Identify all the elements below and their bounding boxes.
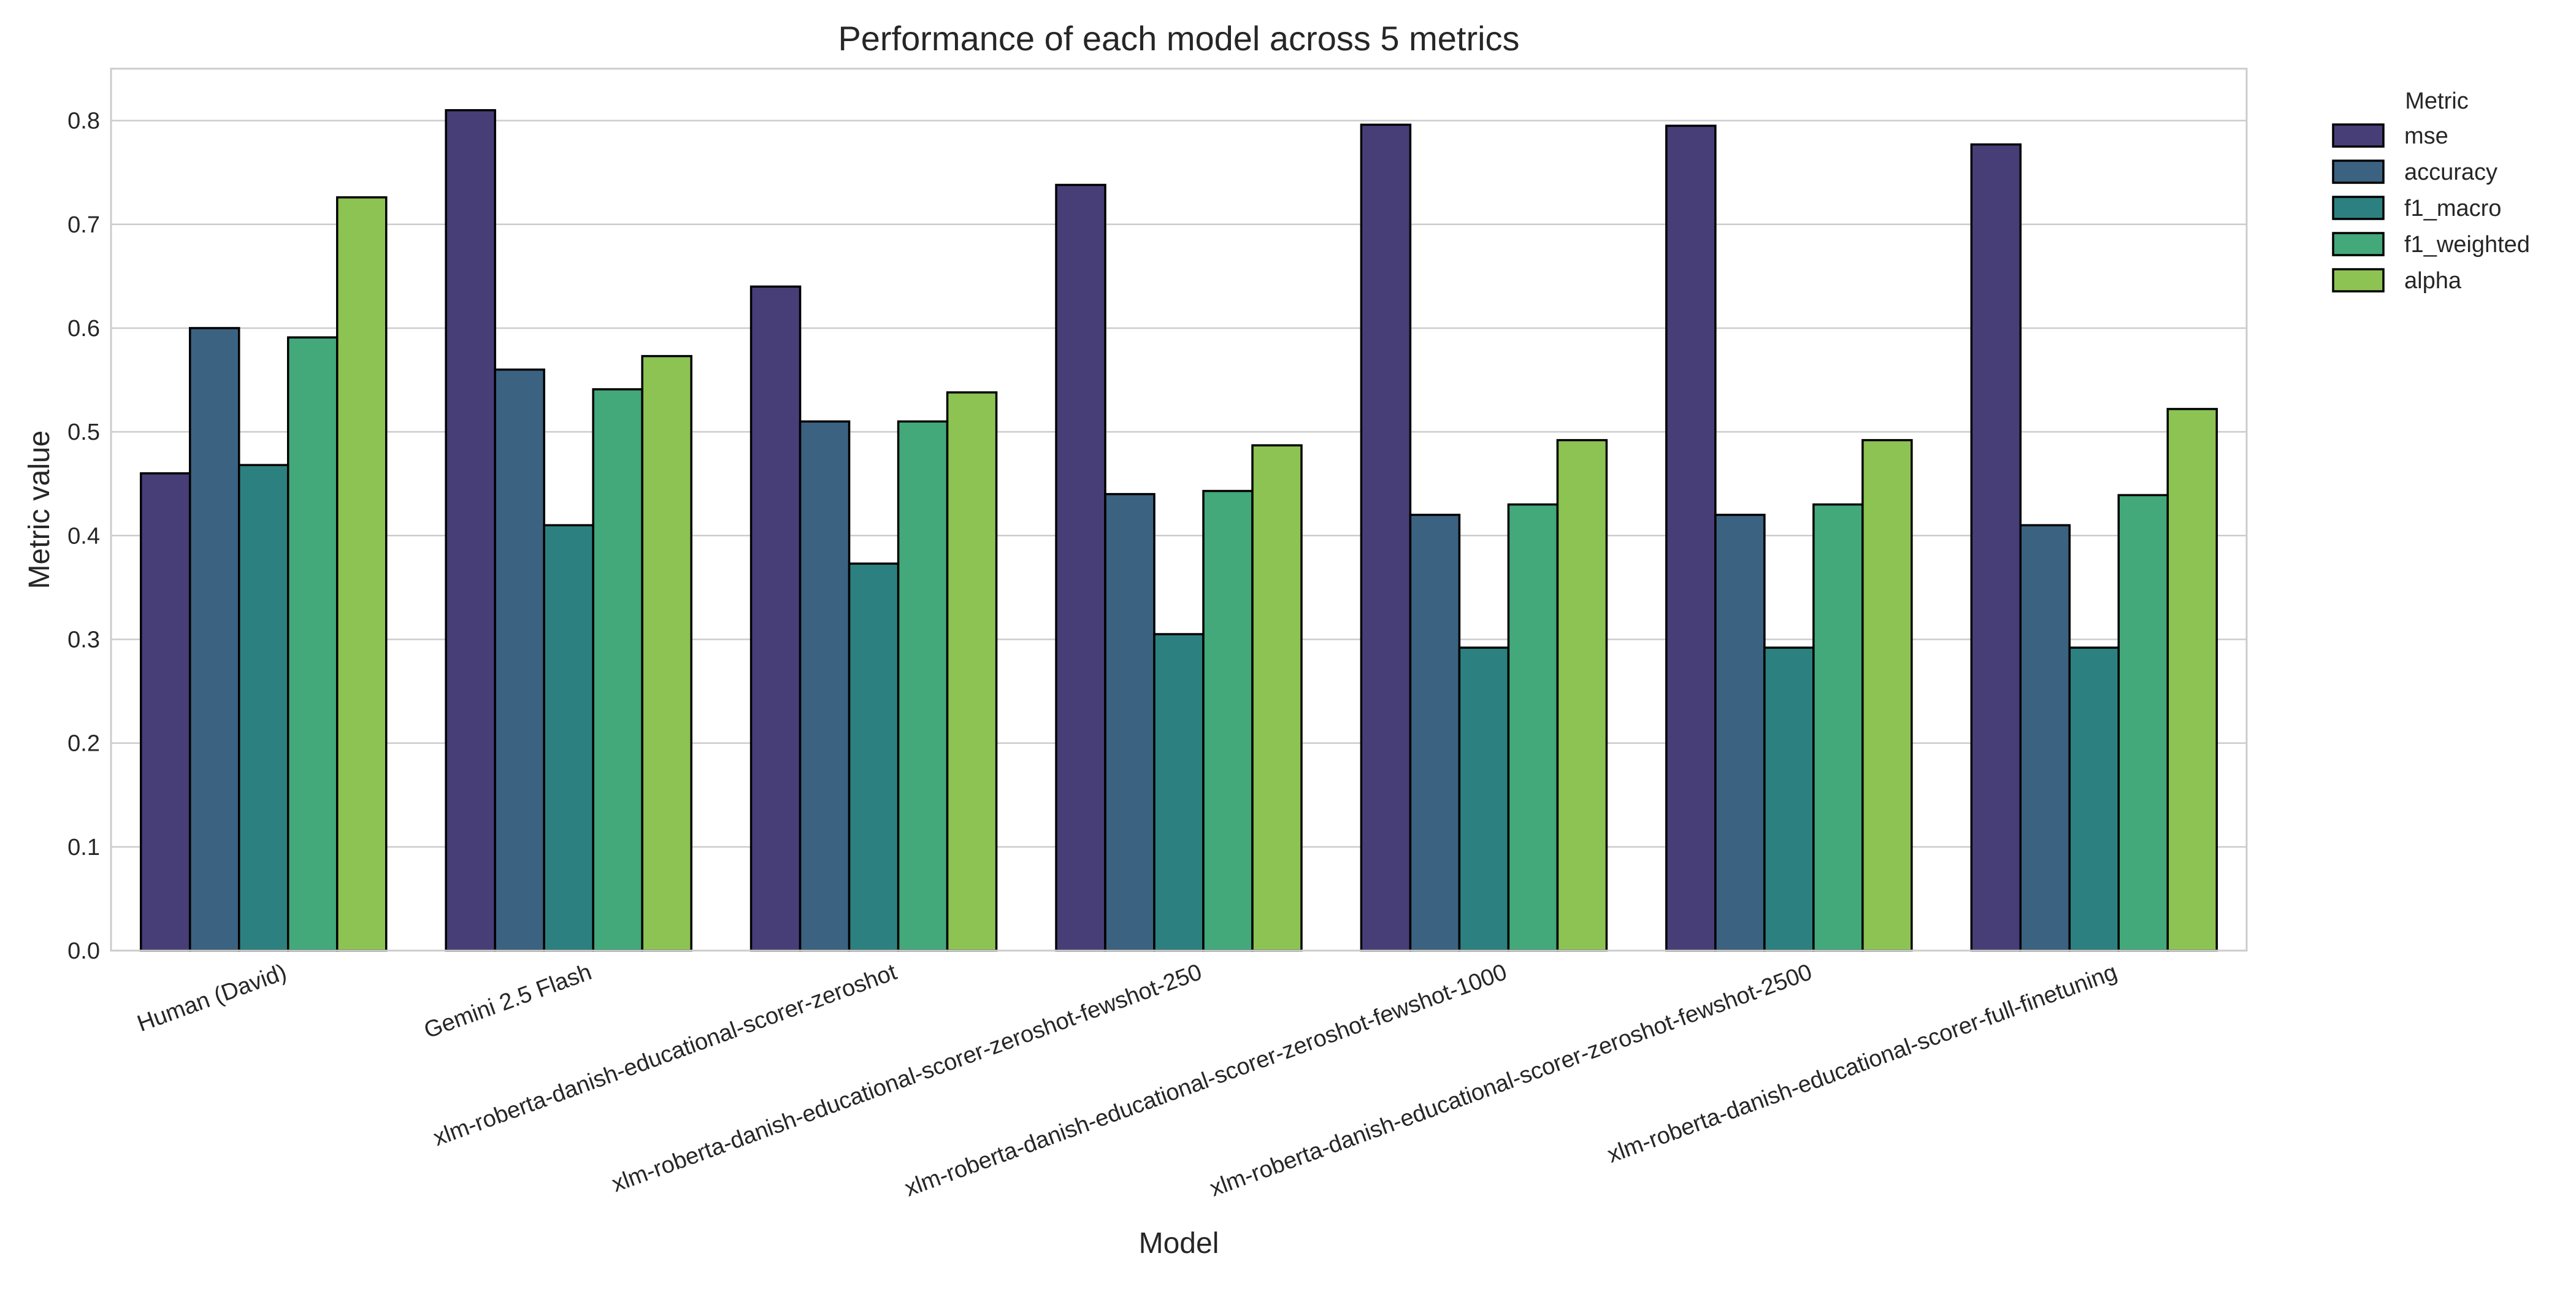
y-tick-label: 0.7 (67, 212, 100, 238)
legend-label-alpha: alpha (2404, 268, 2462, 294)
x-axis-label: Model (1139, 1227, 1219, 1260)
x-tick-labels: Human (David) Gemini 2.5 Flashxlm-roberta… (134, 959, 2120, 1202)
legend-swatch-f1_weighted (2332, 232, 2385, 256)
legend-label-mse: mse (2404, 123, 2448, 149)
bar-mse (139, 472, 191, 952)
y-tick-label: 0.2 (67, 731, 100, 757)
bar-f1_weighted (286, 336, 339, 952)
bars (139, 109, 2218, 952)
y-tick-label: 0.0 (67, 938, 100, 964)
bar-mse (1970, 143, 2022, 952)
bar-f1_weighted (1202, 489, 1254, 952)
bar-alpha (335, 196, 388, 952)
bar-alpha (1861, 439, 1913, 952)
bar-f1_macro (848, 562, 900, 952)
legend-swatch-alpha (2332, 268, 2385, 293)
x-tick-label: Gemini 2.5 Flash (421, 959, 595, 1044)
legend-swatch-accuracy (2332, 159, 2385, 184)
bar-accuracy (494, 368, 545, 952)
bar-mse (1055, 183, 1106, 952)
bar-alpha (946, 391, 998, 952)
x-tick-label: xlm-roberta-danish-educational-scorer-ze… (1206, 959, 1815, 1202)
bar-f1_macro (543, 524, 594, 952)
bar-alpha (2166, 408, 2218, 952)
bar-mse (1665, 125, 1717, 952)
bar-f1_macro (237, 464, 289, 952)
x-tick-label: xlm-roberta-danish-educational-scorer-fu… (1604, 959, 2120, 1168)
x-tick-label: xlm-roberta-danish-educational-scorer-ze… (430, 959, 900, 1151)
bar-f1_macro (1763, 646, 1815, 952)
y-axis-label: Metric value (23, 431, 56, 589)
bar-accuracy (1714, 513, 1766, 952)
y-tick-label: 0.5 (67, 419, 100, 445)
bar-f1_weighted (1507, 503, 1559, 952)
y-tick-label: 0.1 (67, 835, 100, 860)
bar-alpha (641, 354, 692, 952)
bar-accuracy (799, 420, 851, 952)
bar-mse (1360, 123, 1412, 952)
legend-swatch-f1_macro (2332, 196, 2385, 220)
bar-accuracy (2019, 524, 2071, 952)
bar-mse (445, 109, 496, 952)
y-tick-label: 0.8 (67, 109, 100, 134)
bar-mse (749, 285, 802, 952)
bar-alpha (1556, 439, 1608, 952)
x-tick-label: xlm-roberta-danish-educational-scorer-ze… (608, 959, 1205, 1197)
bar-f1_weighted (2117, 494, 2169, 952)
y-tick-label: 0.4 (67, 523, 100, 549)
bar-alpha (1251, 444, 1303, 952)
chart-title: Performance of each model across 5 metri… (838, 19, 1519, 58)
bar-f1_weighted (1812, 503, 1864, 952)
bar-f1_macro (1458, 646, 1510, 952)
bar-f1_weighted (592, 388, 643, 952)
legend-label-accuracy: accuracy (2404, 159, 2497, 185)
plot-frame (110, 67, 2248, 952)
legend-title: Metric (2405, 88, 2468, 114)
y-tick-label: 0.6 (67, 316, 100, 342)
bar-accuracy (1104, 492, 1156, 952)
legend: Metric mse accuracy f1_macro f1_weightedalp… (2332, 88, 2530, 294)
x-tick-label: xlm-roberta-danish-educational-scorer-ze… (902, 959, 1511, 1202)
y-tick-label: 0.3 (67, 627, 100, 653)
bar-f1_macro (1153, 633, 1205, 952)
bar-accuracy (1409, 513, 1461, 952)
bar-accuracy (188, 327, 240, 952)
y-tick-labels: 0.0 0.1 0.2 0.3 0.4 0.5 0.6 0.7 0.8 (67, 109, 100, 964)
x-tick-label: Human (David) (134, 959, 289, 1037)
legend-label-f1_weighted: f1_weighted (2404, 232, 2530, 258)
bar-f1_weighted (897, 420, 949, 952)
legend-label-f1_macro: f1_macro (2404, 196, 2501, 221)
legend-swatch-mse (2332, 123, 2385, 148)
bar-f1_macro (2068, 646, 2120, 952)
